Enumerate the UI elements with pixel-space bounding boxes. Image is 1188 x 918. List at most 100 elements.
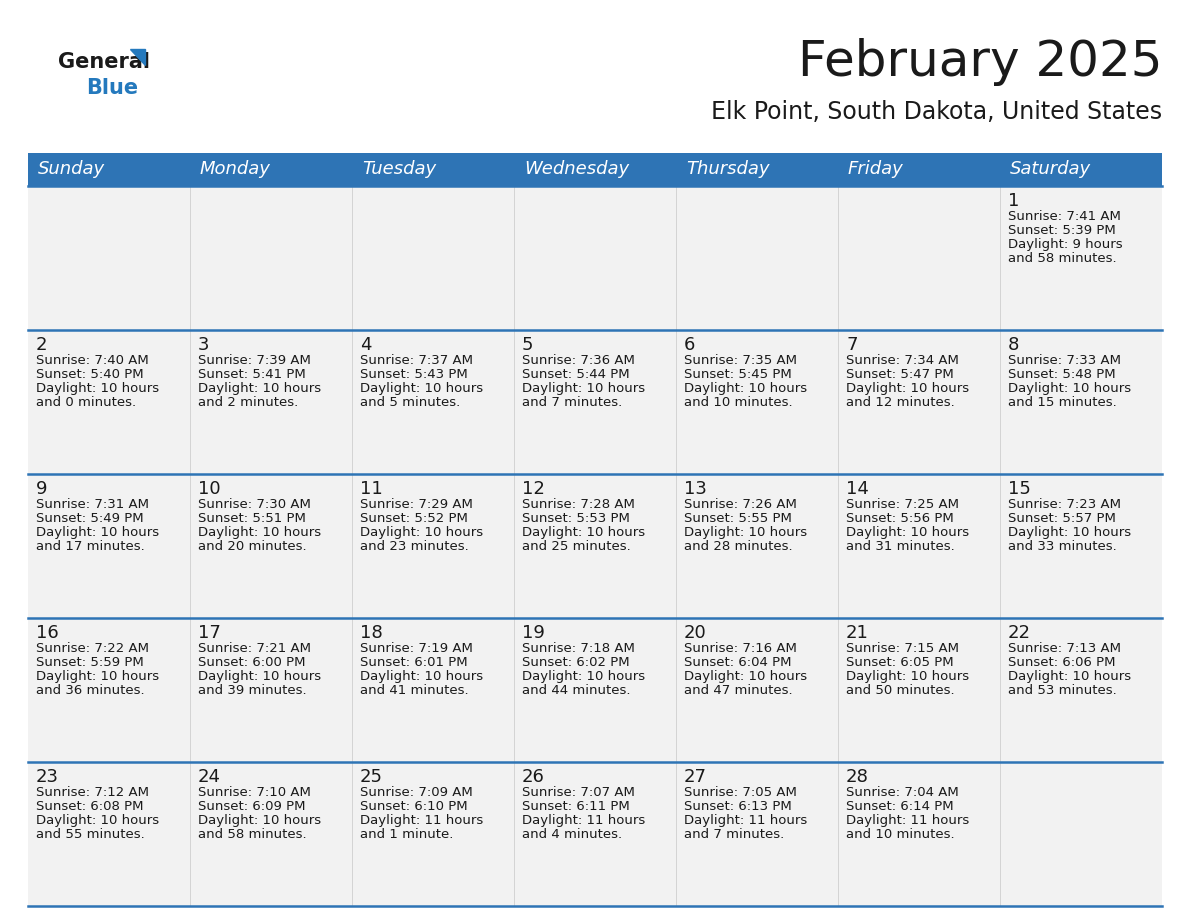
Text: 6: 6 [684,336,695,354]
Text: 3: 3 [198,336,209,354]
Text: Sunset: 6:10 PM: Sunset: 6:10 PM [360,800,468,813]
Text: Daylight: 10 hours: Daylight: 10 hours [522,526,645,539]
Text: 27: 27 [684,768,707,786]
Text: Daylight: 10 hours: Daylight: 10 hours [36,670,159,683]
Bar [29,330,1162,474]
Text: Daylight: 10 hours: Daylight: 10 hours [360,382,484,395]
Text: Daylight: 10 hours: Daylight: 10 hours [846,382,969,395]
Text: Sunrise: 7:37 AM: Sunrise: 7:37 AM [360,354,473,367]
Text: 14: 14 [846,480,868,498]
Text: Daylight: 10 hours: Daylight: 10 hours [1007,526,1131,539]
Text: 12: 12 [522,480,545,498]
Text: Sunrise: 7:28 AM: Sunrise: 7:28 AM [522,498,634,511]
Text: Daylight: 10 hours: Daylight: 10 hours [198,670,321,683]
Text: 28: 28 [846,768,868,786]
Text: Sunset: 6:14 PM: Sunset: 6:14 PM [846,800,954,813]
Text: 7: 7 [846,336,858,354]
Text: and 10 minutes.: and 10 minutes. [846,828,955,841]
Text: Sunrise: 7:33 AM: Sunrise: 7:33 AM [1007,354,1121,367]
Text: and 33 minutes.: and 33 minutes. [1007,540,1117,553]
Text: Sunset: 5:45 PM: Sunset: 5:45 PM [684,368,791,381]
Text: 4: 4 [360,336,372,354]
Text: Sunset: 6:08 PM: Sunset: 6:08 PM [36,800,144,813]
Text: Sunrise: 7:18 AM: Sunrise: 7:18 AM [522,642,634,655]
Text: Daylight: 10 hours: Daylight: 10 hours [1007,670,1131,683]
Text: 5: 5 [522,336,533,354]
Text: Saturday: Saturday [1010,161,1091,178]
Text: Sunset: 5:55 PM: Sunset: 5:55 PM [684,512,792,525]
Bar [29,618,1162,762]
Text: and 20 minutes.: and 20 minutes. [198,540,307,553]
Text: and 39 minutes.: and 39 minutes. [198,684,307,697]
Text: Daylight: 10 hours: Daylight: 10 hours [360,670,484,683]
Text: 19: 19 [522,624,545,642]
Text: Daylight: 10 hours: Daylight: 10 hours [36,382,159,395]
Text: Daylight: 10 hours: Daylight: 10 hours [198,814,321,827]
Text: and 23 minutes.: and 23 minutes. [360,540,469,553]
Text: and 58 minutes.: and 58 minutes. [1007,252,1117,265]
Text: and 5 minutes.: and 5 minutes. [360,396,460,409]
Text: Sunset: 6:02 PM: Sunset: 6:02 PM [522,656,630,669]
Text: Sunrise: 7:22 AM: Sunrise: 7:22 AM [36,642,148,655]
Text: Sunrise: 7:09 AM: Sunrise: 7:09 AM [360,786,473,799]
Text: Daylight: 10 hours: Daylight: 10 hours [684,670,807,683]
Text: Daylight: 10 hours: Daylight: 10 hours [846,526,969,539]
Text: Sunset: 5:44 PM: Sunset: 5:44 PM [522,368,630,381]
Bar [29,762,1162,906]
Text: and 55 minutes.: and 55 minutes. [36,828,145,841]
Text: Friday: Friday [848,161,904,178]
Text: and 7 minutes.: and 7 minutes. [684,828,784,841]
Text: 9: 9 [36,480,48,498]
Text: Blue: Blue [86,78,138,98]
Text: Sunrise: 7:16 AM: Sunrise: 7:16 AM [684,642,797,655]
Text: Sunset: 5:53 PM: Sunset: 5:53 PM [522,512,630,525]
Polygon shape [129,49,145,65]
Text: Sunrise: 7:19 AM: Sunrise: 7:19 AM [360,642,473,655]
Text: Sunset: 5:47 PM: Sunset: 5:47 PM [846,368,954,381]
Text: Sunrise: 7:04 AM: Sunrise: 7:04 AM [846,786,959,799]
Text: 25: 25 [360,768,383,786]
Text: Sunrise: 7:36 AM: Sunrise: 7:36 AM [522,354,634,367]
Text: Sunrise: 7:25 AM: Sunrise: 7:25 AM [846,498,959,511]
Text: and 1 minute.: and 1 minute. [360,828,454,841]
Text: and 53 minutes.: and 53 minutes. [1007,684,1117,697]
Text: and 7 minutes.: and 7 minutes. [522,396,623,409]
Text: Sunrise: 7:41 AM: Sunrise: 7:41 AM [1007,210,1120,223]
Text: Daylight: 9 hours: Daylight: 9 hours [1007,238,1123,251]
Text: Daylight: 11 hours: Daylight: 11 hours [846,814,969,827]
Text: Sunrise: 7:34 AM: Sunrise: 7:34 AM [846,354,959,367]
Text: Daylight: 10 hours: Daylight: 10 hours [360,526,484,539]
Text: Sunrise: 7:21 AM: Sunrise: 7:21 AM [198,642,311,655]
Text: Daylight: 10 hours: Daylight: 10 hours [1007,382,1131,395]
Text: Daylight: 10 hours: Daylight: 10 hours [198,526,321,539]
Text: Sunrise: 7:05 AM: Sunrise: 7:05 AM [684,786,797,799]
Text: and 31 minutes.: and 31 minutes. [846,540,955,553]
Text: and 36 minutes.: and 36 minutes. [36,684,145,697]
Text: and 50 minutes.: and 50 minutes. [846,684,955,697]
Text: Monday: Monday [200,161,271,178]
Text: and 15 minutes.: and 15 minutes. [1007,396,1117,409]
Text: 13: 13 [684,480,707,498]
Text: Sunset: 5:52 PM: Sunset: 5:52 PM [360,512,468,525]
Text: Sunrise: 7:35 AM: Sunrise: 7:35 AM [684,354,797,367]
Text: Daylight: 11 hours: Daylight: 11 hours [684,814,808,827]
Text: Sunrise: 7:10 AM: Sunrise: 7:10 AM [198,786,311,799]
Text: Daylight: 10 hours: Daylight: 10 hours [36,526,159,539]
Bar [29,474,1162,618]
Text: Daylight: 10 hours: Daylight: 10 hours [522,382,645,395]
Text: Sunset: 5:48 PM: Sunset: 5:48 PM [1007,368,1116,381]
Text: Sunset: 6:11 PM: Sunset: 6:11 PM [522,800,630,813]
Text: and 25 minutes.: and 25 minutes. [522,540,631,553]
Text: Wednesday: Wednesday [524,161,630,178]
Text: Sunrise: 7:29 AM: Sunrise: 7:29 AM [360,498,473,511]
Text: Sunset: 5:39 PM: Sunset: 5:39 PM [1007,224,1116,237]
Text: and 41 minutes.: and 41 minutes. [360,684,468,697]
Text: Sunset: 6:04 PM: Sunset: 6:04 PM [684,656,791,669]
Text: Sunset: 5:51 PM: Sunset: 5:51 PM [198,512,305,525]
Text: Daylight: 10 hours: Daylight: 10 hours [198,382,321,395]
Text: and 4 minutes.: and 4 minutes. [522,828,623,841]
Text: General: General [58,52,150,72]
Text: Sunrise: 7:23 AM: Sunrise: 7:23 AM [1007,498,1121,511]
Text: Sunrise: 7:31 AM: Sunrise: 7:31 AM [36,498,148,511]
Text: Daylight: 11 hours: Daylight: 11 hours [360,814,484,827]
